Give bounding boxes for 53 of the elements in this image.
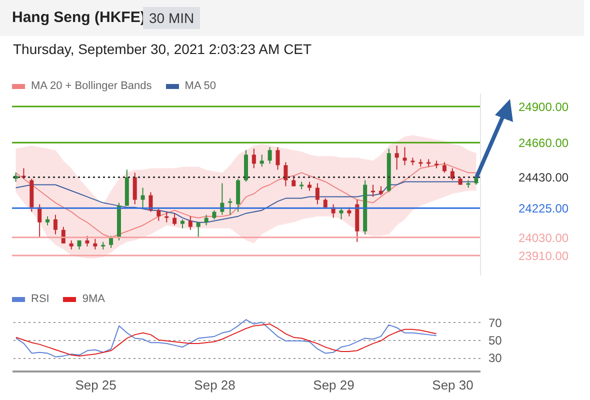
candlestick [442,162,446,174]
candlestick [93,238,98,250]
x-tick-label: Sep 30 [432,378,474,392]
candlestick [276,146,280,170]
text: 30 MIN [149,10,194,26]
candlestick [394,145,399,170]
candlestick [204,214,208,226]
y-tick-label: 24225.00 [518,202,569,216]
y-tick-label: 50 [488,334,502,348]
x-tick-label: Sep 29 [313,378,354,392]
candlestick [196,222,200,238]
candlestick [378,186,383,196]
legend-label: MA 20 + Bollinger Bands [30,80,152,92]
x-tick-label: Sep 25 [75,378,116,392]
candlestick [132,172,137,205]
candlestick [371,184,376,198]
y-tick-label: 23910.00 [518,248,569,263]
candlestick [212,210,216,220]
legend-label: 9MA [81,293,105,305]
candlestick [180,218,184,229]
candlestick [315,182,320,205]
candlestick [292,175,296,187]
candlestick [188,216,192,230]
candlestick [46,216,50,226]
y-tick-label: 30 [488,351,502,366]
candlestick [284,162,288,187]
candlestick [53,214,58,235]
candlestick [148,192,153,212]
y-tick-label: 24030.00 [518,230,569,245]
y-tick-label: 24430.00 [518,170,569,185]
candlestick [38,204,42,238]
candlestick [140,187,145,210]
candlestick [109,235,114,248]
legend-label: MA 50 [184,80,216,92]
y-tick-label: 24900.00 [518,100,569,114]
candlestick [156,208,161,222]
candlestick [402,146,407,166]
candlestick [85,235,90,247]
candlestick [308,181,312,192]
candlestick [228,198,232,216]
candlestick [339,208,344,220]
candlestick [260,154,264,168]
y-tick-label: 24660.00 [518,136,569,150]
candlestick [450,168,454,181]
chart-subtitle: Thursday, September 30, 2021 2:03:23 AM CET [13,41,312,57]
x-tick-label: Sep 28 [194,378,236,392]
candlestick [268,146,272,164]
candlestick [172,212,177,226]
legend-label: RSI [30,293,50,305]
candlestick [69,240,74,250]
y-tick-label: 70 [488,316,502,330]
candlestick [164,211,169,223]
candlestick [252,148,256,169]
